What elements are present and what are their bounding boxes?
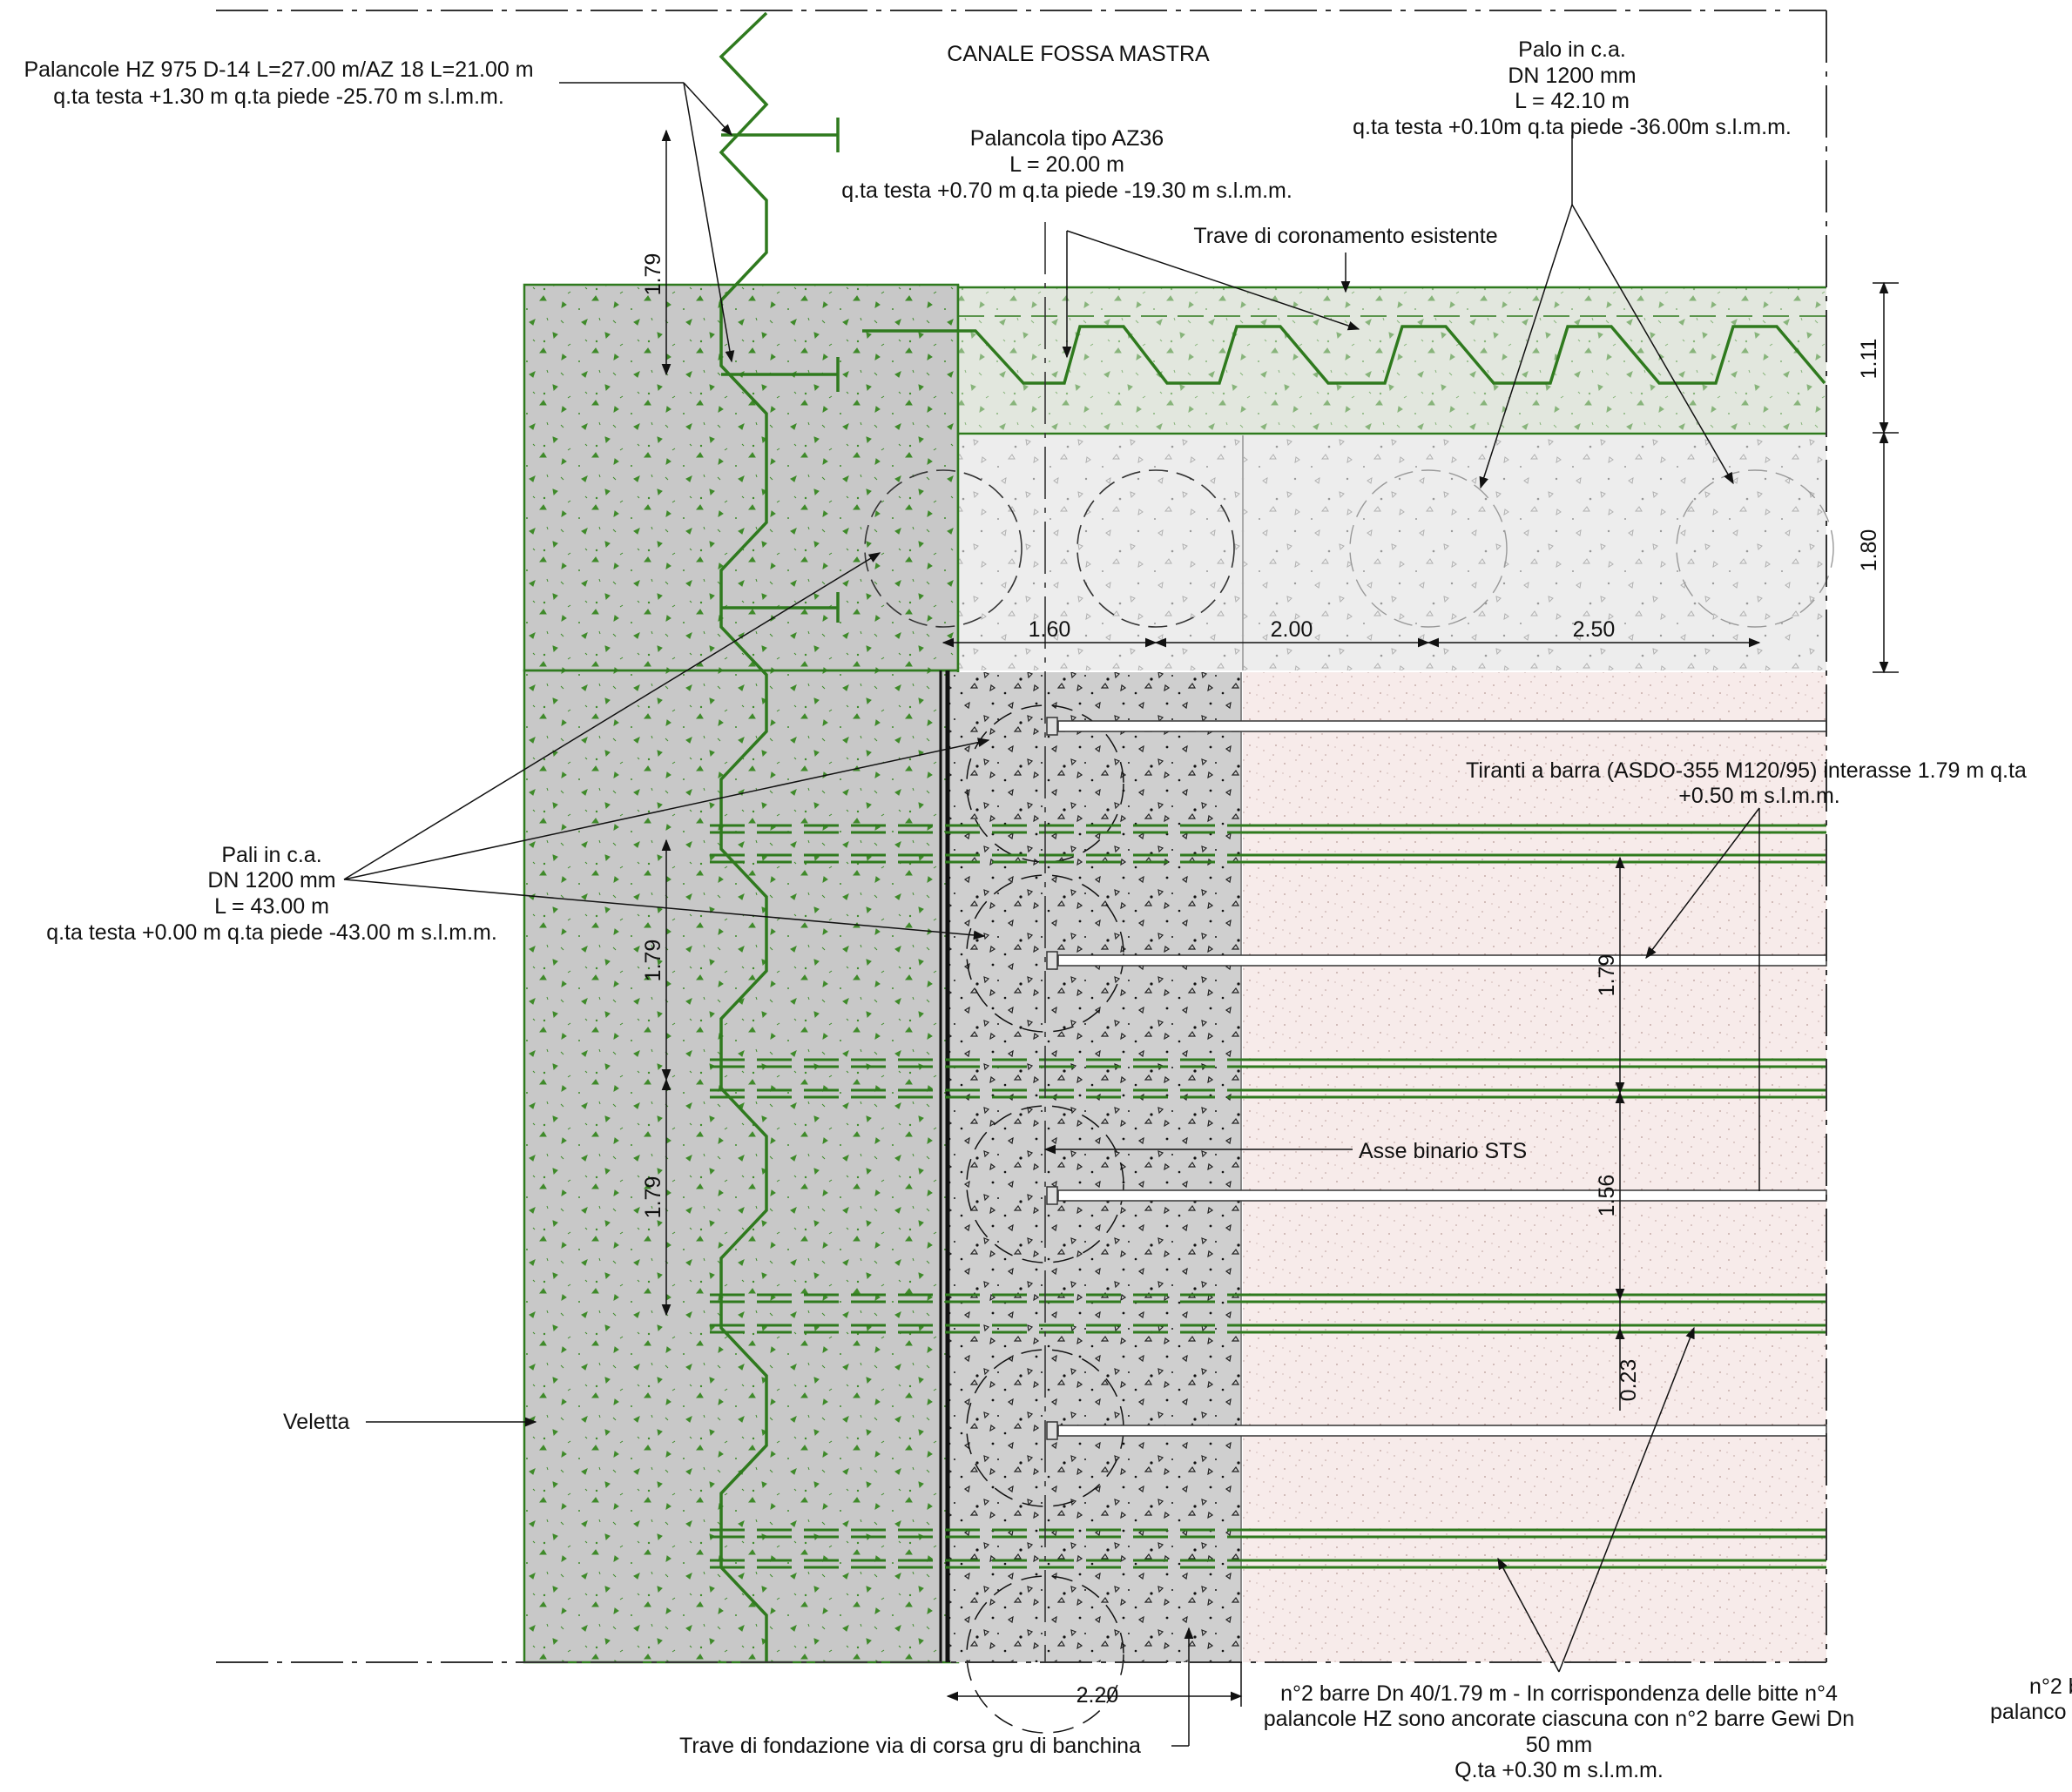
svg-text:1.11: 1.11 [1857, 339, 1881, 380]
label-canale: CANALE FOSSA MASTRA [947, 42, 1210, 66]
svg-text:50 mm: 50 mm [1526, 1733, 1592, 1757]
svg-text:1.60: 1.60 [1029, 617, 1071, 642]
svg-text:Palo in c.a.: Palo in c.a. [1518, 37, 1626, 62]
svg-text:+0.50 m s.l.m.m.: +0.50 m s.l.m.m. [1678, 784, 1839, 808]
axis-lines [216, 10, 1827, 1663]
leader-lines [343, 82, 1760, 1747]
svg-text:L = 42.10 m: L = 42.10 m [1515, 89, 1630, 113]
svg-text:1.79: 1.79 [641, 940, 665, 982]
annotation-palancola-az36: Palancola tipo AZ36 L = 20.00 m q.ta tes… [841, 126, 1292, 203]
svg-text:L = 43.00 m: L = 43.00 m [214, 894, 329, 919]
svg-text:q.ta testa +0.70 m q.ta piede: q.ta testa +0.70 m q.ta piede -19.30 m s… [841, 179, 1292, 203]
dimension-texts: 1.79 1.11 1.80 1.60 2.00 2.50 1.79 1.79 … [641, 253, 1881, 1708]
label-trave-fondazione: Trave di fondazione via di corsa gru di … [679, 1734, 1141, 1758]
tie-bars-green [710, 824, 1826, 1569]
svg-text:1.80: 1.80 [1857, 529, 1881, 572]
annotation-barre: n°2 barre Dn 40/1.79 m - In corrisponden… [1264, 1681, 1854, 1782]
hz-sheet-pile [719, 11, 840, 1663]
dimension-lines [661, 129, 1899, 1707]
tie-rods-white [1046, 717, 1827, 1440]
svg-text:Palancole HZ 975 D-14 L=27.00: Palancole HZ 975 D-14 L=27.00 m/AZ 18 L=… [24, 57, 533, 82]
front-wall-line [939, 285, 1242, 1662]
svg-text:Palancola tipo AZ36: Palancola tipo AZ36 [970, 126, 1164, 151]
crane-foundation-beam [949, 672, 1241, 1734]
svg-text:0.23: 0.23 [1616, 1359, 1641, 1402]
svg-text:q.ta testa +0.00 m q.ta piede: q.ta testa +0.00 m q.ta piede -43.00 m s… [46, 920, 497, 945]
svg-text:n°2 barre Dn 40/1.79 m - In co: n°2 barre Dn 40/1.79 m - In corrisponden… [1280, 1681, 1838, 1706]
label-asse-binario: Asse binario STS [1359, 1139, 1527, 1163]
svg-text:1.79: 1.79 [1595, 954, 1619, 997]
svg-text:2.00: 2.00 [1271, 617, 1313, 642]
backfill-soil [1243, 672, 1826, 1662]
svg-text:n°2 ba: n°2 ba [2029, 1674, 2072, 1699]
svg-text:2.20: 2.20 [1076, 1683, 1119, 1708]
svg-text:q.ta testa +1.30 m q.ta piede: q.ta testa +1.30 m q.ta piede -25.70 m s… [53, 84, 504, 109]
svg-text:2.50: 2.50 [1573, 617, 1616, 642]
svg-text:1.79: 1.79 [641, 253, 665, 296]
svg-text:Pali in c.a.: Pali in c.a. [221, 843, 321, 867]
svg-text:1.79: 1.79 [641, 1176, 665, 1219]
annotation-tiranti: Tiranti a barra (ASDO-355 M120/95) inter… [1466, 758, 2027, 808]
svg-text:Tiranti a barra (ASDO-355 M120: Tiranti a barra (ASDO-355 M120/95) inter… [1466, 758, 2027, 783]
svg-text:q.ta testa +0.10m q.ta piede -: q.ta testa +0.10m q.ta piede -36.00m s.l… [1353, 115, 1792, 139]
svg-text:palanco: palanco [1990, 1700, 2067, 1724]
svg-text:DN 1200 mm: DN 1200 mm [207, 868, 335, 893]
az36-sheet-pile [862, 315, 1826, 385]
existing-piles-zone [864, 435, 1834, 670]
label-trave-coronamento: Trave di coronamento esistente [1193, 224, 1497, 248]
svg-text:DN 1200 mm: DN 1200 mm [1508, 64, 1636, 88]
veletta-block [523, 283, 960, 1664]
annotation-pali-ca: Pali in c.a. DN 1200 mm L = 43.00 m q.ta… [46, 843, 497, 945]
annotation-palancole-hz: Palancole HZ 975 D-14 L=27.00 m/AZ 18 L=… [24, 57, 533, 109]
label-veletta: Veletta [283, 1410, 350, 1434]
svg-text:L = 20.00 m: L = 20.00 m [1009, 152, 1124, 177]
annotation-palo-ca: Palo in c.a. DN 1200 mm L = 42.10 m q.ta… [1353, 37, 1792, 139]
svg-text:palancole HZ sono ancorate cia: palancole HZ sono ancorate ciascuna con … [1264, 1707, 1854, 1731]
svg-text:1.56: 1.56 [1595, 1175, 1619, 1217]
annotation-cut-right: n°2 ba palanco [1990, 1674, 2072, 1724]
svg-text:Q.ta +0.30 m s.l.m.m.: Q.ta +0.30 m s.l.m.m. [1454, 1758, 1664, 1782]
